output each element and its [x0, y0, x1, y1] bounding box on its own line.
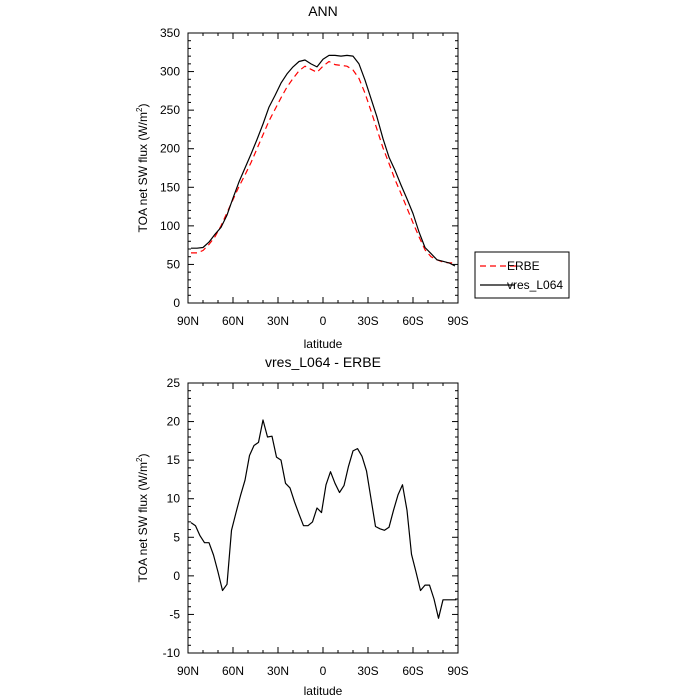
bottom-y-axis-label-close: )	[136, 454, 150, 458]
bottom-x-tick-label: 60S	[402, 664, 423, 678]
bottom-x-tick-label: 90N	[177, 664, 199, 678]
top-y-tick-label: 50	[167, 257, 181, 271]
top-y-tick-label: 250	[160, 103, 180, 117]
bottom-x-tick-label: 30N	[267, 664, 289, 678]
bottom-plot-frame	[187, 382, 459, 654]
top-plot-frame	[187, 32, 459, 304]
bottom-y-tick-label: -10	[163, 646, 181, 660]
bottom-x-axis-label: latitude	[304, 684, 343, 698]
bottom-y-axis-label-sup: 2	[135, 457, 144, 462]
top-y-tick-label: 100	[160, 219, 180, 233]
top-y-axis-label-text: TOA net SW flux (W/m	[136, 112, 150, 232]
top-y-axis-label: TOA net SW flux (W/m2)	[135, 104, 150, 233]
top-series-erbe	[191, 60, 455, 264]
bottom-x-tick-label: 30S	[357, 664, 378, 678]
bottom-series-vres-l064-erbe	[190, 419, 457, 619]
top-series-lines	[191, 54, 456, 267]
bottom-y-tick-label: 20	[167, 415, 181, 429]
bottom-x-tick-label: 0	[320, 664, 327, 678]
top-y-tick-label: 300	[160, 65, 180, 79]
bottom-x-tick-label: 90S	[447, 664, 468, 678]
top-series-vres-l064	[191, 54, 456, 267]
bottom-y-tick-label: -5	[169, 607, 180, 621]
top-x-axis-label: latitude	[304, 337, 343, 351]
top-y-tick-label: 0	[173, 296, 180, 310]
top-y-axis-label-close: )	[136, 104, 150, 108]
top-x-tick-label: 30S	[357, 314, 378, 328]
legend-erbe-label: ERBE	[507, 259, 540, 273]
top-y-tick-label: 350	[160, 26, 180, 40]
bottom-x-tick-label: 60N	[222, 664, 244, 678]
legend-box	[474, 251, 570, 299]
top-chart-title: ANN	[308, 3, 338, 19]
bottom-y-axis-label: TOA net SW flux (W/m2)	[135, 454, 150, 583]
bottom-y-tick-label: 15	[167, 453, 181, 467]
top-x-tick-label: 60S	[402, 314, 423, 328]
top-x-tick-label: 60N	[222, 314, 244, 328]
top-y-axis-label-sup: 2	[135, 107, 144, 112]
top-x-tick-label: 90S	[447, 314, 468, 328]
bottom-series-lines	[190, 419, 457, 619]
bottom-y-axis-label-text: TOA net SW flux (W/m	[136, 462, 150, 582]
legend-vres-label: vres_L064	[507, 278, 563, 292]
top-y-tick-label: 200	[160, 142, 180, 156]
bottom-y-tick-label: 0	[173, 569, 180, 583]
legend: ERBE vres_L064	[474, 251, 570, 299]
bottom-y-tick-label: 5	[173, 530, 180, 544]
bottom-chart-title: vres_L064 - ERBE	[265, 354, 381, 370]
top-y-tick-label: 150	[160, 180, 180, 194]
bottom-y-tick-label: 10	[167, 492, 181, 506]
top-x-tick-label: 90N	[177, 314, 199, 328]
bottom-y-tick-label: 25	[167, 376, 181, 390]
bottom-panel: vres_L064 - ERBE latitude TOA net SW flu…	[135, 354, 469, 698]
top-panel: ANN latitude TOA net SW flux (W/m2) 90N 6…	[135, 3, 469, 351]
top-x-tick-label: 30N	[267, 314, 289, 328]
top-axis-ticks: 90N 60N 30N 0 30S 60S 90S 0 50 100 150 200 250 300 350	[160, 26, 469, 328]
top-x-tick-label: 0	[320, 314, 327, 328]
bottom-axis-ticks: 90N 60N 30N 0 30S 60S 90S -10 -5 0 5 10 15 20 25	[163, 376, 469, 678]
